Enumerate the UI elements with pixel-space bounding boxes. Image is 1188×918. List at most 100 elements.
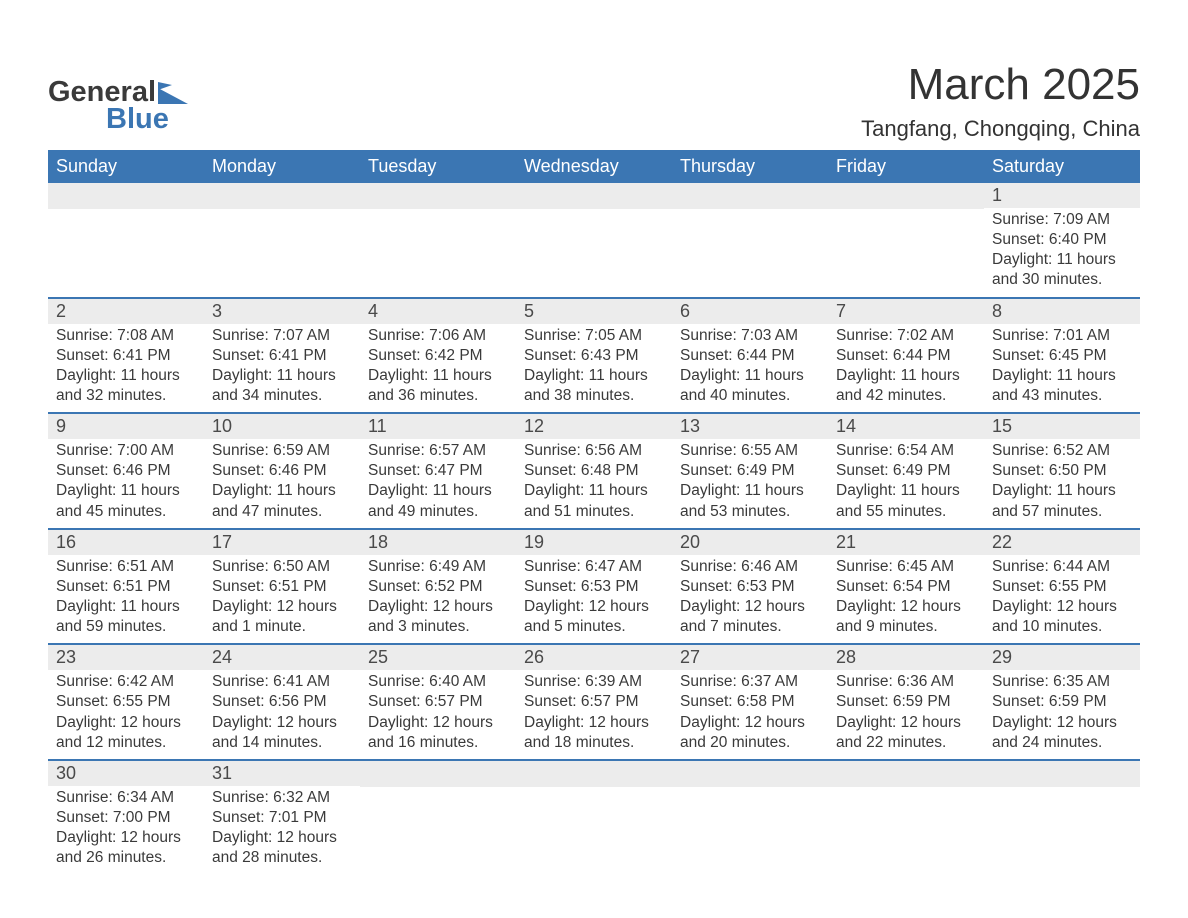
brand-text-blue: Blue (106, 103, 169, 136)
day-details: Sunrise: 7:08 AMSunset: 6:41 PMDaylight:… (48, 324, 204, 413)
day-details (672, 209, 828, 237)
calendar-week-row: 16Sunrise: 6:51 AMSunset: 6:51 PMDayligh… (48, 529, 1140, 645)
calendar-cell: 10Sunrise: 6:59 AMSunset: 6:46 PMDayligh… (204, 413, 360, 529)
day-detail-line: and 47 minutes. (212, 502, 352, 522)
day-details (828, 209, 984, 237)
day-detail-line: Sunset: 6:55 PM (992, 577, 1132, 597)
day-detail-line: Daylight: 11 hours (212, 481, 352, 501)
day-details: Sunrise: 6:45 AMSunset: 6:54 PMDaylight:… (828, 555, 984, 644)
day-detail-line: Sunset: 6:51 PM (212, 577, 352, 597)
day-number: 14 (828, 414, 984, 439)
day-number: 6 (672, 299, 828, 324)
day-detail-line: and 30 minutes. (992, 270, 1132, 290)
day-detail-line: Daylight: 11 hours (56, 366, 196, 386)
day-detail-line: Daylight: 11 hours (212, 366, 352, 386)
day-detail-line: Sunrise: 7:06 AM (368, 326, 508, 346)
day-detail-line: Sunrise: 6:59 AM (212, 441, 352, 461)
day-number: 23 (48, 645, 204, 670)
day-detail-line: Sunset: 6:44 PM (836, 346, 976, 366)
day-detail-line: and 43 minutes. (992, 386, 1132, 406)
day-number: 3 (204, 299, 360, 324)
day-number: 27 (672, 645, 828, 670)
day-detail-line: Sunrise: 6:47 AM (524, 557, 664, 577)
day-detail-line: Sunrise: 7:07 AM (212, 326, 352, 346)
day-number: 9 (48, 414, 204, 439)
day-number (672, 761, 828, 787)
day-detail-line: Daylight: 11 hours (992, 481, 1132, 501)
day-detail-line: Daylight: 12 hours (56, 713, 196, 733)
day-detail-line: and 1 minute. (212, 617, 352, 637)
day-details: Sunrise: 7:06 AMSunset: 6:42 PMDaylight:… (360, 324, 516, 413)
day-details: Sunrise: 7:05 AMSunset: 6:43 PMDaylight:… (516, 324, 672, 413)
day-number: 24 (204, 645, 360, 670)
calendar-cell: 21Sunrise: 6:45 AMSunset: 6:54 PMDayligh… (828, 529, 984, 645)
calendar-cell: 3Sunrise: 7:07 AMSunset: 6:41 PMDaylight… (204, 298, 360, 414)
day-detail-line: and 38 minutes. (524, 386, 664, 406)
day-detail-line: Daylight: 12 hours (992, 597, 1132, 617)
day-number: 16 (48, 530, 204, 555)
day-number: 28 (828, 645, 984, 670)
calendar-cell: 31Sunrise: 6:32 AMSunset: 7:01 PMDayligh… (204, 760, 360, 875)
day-detail-line: Daylight: 12 hours (524, 597, 664, 617)
day-number: 31 (204, 761, 360, 786)
day-detail-line: Sunset: 7:00 PM (56, 808, 196, 828)
day-detail-line: Sunset: 6:45 PM (992, 346, 1132, 366)
calendar-cell (672, 760, 828, 875)
day-number: 21 (828, 530, 984, 555)
day-detail-line: and 18 minutes. (524, 733, 664, 753)
calendar-cell (516, 760, 672, 875)
day-header: Friday (828, 150, 984, 183)
day-detail-line: Sunrise: 6:40 AM (368, 672, 508, 692)
day-number: 30 (48, 761, 204, 786)
brand-logo: General Blue (48, 76, 188, 136)
day-detail-line: Daylight: 11 hours (524, 366, 664, 386)
day-detail-line: and 5 minutes. (524, 617, 664, 637)
day-details: Sunrise: 6:39 AMSunset: 6:57 PMDaylight:… (516, 670, 672, 759)
day-detail-line: and 32 minutes. (56, 386, 196, 406)
day-details: Sunrise: 7:00 AMSunset: 6:46 PMDaylight:… (48, 439, 204, 528)
day-number (204, 183, 360, 209)
day-detail-line: and 22 minutes. (836, 733, 976, 753)
day-number (828, 761, 984, 787)
day-number (672, 183, 828, 209)
day-detail-line: Sunrise: 6:41 AM (212, 672, 352, 692)
calendar-cell: 8Sunrise: 7:01 AMSunset: 6:45 PMDaylight… (984, 298, 1140, 414)
day-header: Wednesday (516, 150, 672, 183)
day-details: Sunrise: 6:36 AMSunset: 6:59 PMDaylight:… (828, 670, 984, 759)
day-detail-line: Daylight: 12 hours (368, 597, 508, 617)
day-detail-line: Daylight: 12 hours (212, 597, 352, 617)
calendar-cell (828, 183, 984, 298)
day-detail-line: Sunset: 6:57 PM (368, 692, 508, 712)
day-detail-line: Daylight: 11 hours (680, 366, 820, 386)
day-number: 26 (516, 645, 672, 670)
calendar-cell: 27Sunrise: 6:37 AMSunset: 6:58 PMDayligh… (672, 644, 828, 760)
day-detail-line: and 28 minutes. (212, 848, 352, 868)
day-detail-line: Sunrise: 6:39 AM (524, 672, 664, 692)
calendar-cell: 12Sunrise: 6:56 AMSunset: 6:48 PMDayligh… (516, 413, 672, 529)
day-detail-line: Sunset: 6:44 PM (680, 346, 820, 366)
day-detail-line: Sunrise: 7:03 AM (680, 326, 820, 346)
day-number: 29 (984, 645, 1140, 670)
day-details: Sunrise: 6:51 AMSunset: 6:51 PMDaylight:… (48, 555, 204, 644)
day-details: Sunrise: 6:56 AMSunset: 6:48 PMDaylight:… (516, 439, 672, 528)
calendar-cell: 26Sunrise: 6:39 AMSunset: 6:57 PMDayligh… (516, 644, 672, 760)
day-detail-line: Daylight: 12 hours (680, 713, 820, 733)
calendar-cell: 16Sunrise: 6:51 AMSunset: 6:51 PMDayligh… (48, 529, 204, 645)
day-detail-line: and 51 minutes. (524, 502, 664, 522)
day-detail-line: Daylight: 12 hours (212, 828, 352, 848)
day-detail-line: Sunrise: 7:00 AM (56, 441, 196, 461)
day-detail-line: Daylight: 11 hours (836, 481, 976, 501)
day-details (360, 209, 516, 237)
day-detail-line: Sunset: 6:43 PM (524, 346, 664, 366)
day-detail-line: Sunrise: 6:56 AM (524, 441, 664, 461)
day-header: Saturday (984, 150, 1140, 183)
calendar-cell: 14Sunrise: 6:54 AMSunset: 6:49 PMDayligh… (828, 413, 984, 529)
day-detail-line: Daylight: 11 hours (56, 481, 196, 501)
day-number: 1 (984, 183, 1140, 208)
day-details (516, 209, 672, 237)
calendar-cell: 28Sunrise: 6:36 AMSunset: 6:59 PMDayligh… (828, 644, 984, 760)
calendar-cell: 7Sunrise: 7:02 AMSunset: 6:44 PMDaylight… (828, 298, 984, 414)
calendar-header-row: SundayMondayTuesdayWednesdayThursdayFrid… (48, 150, 1140, 183)
day-number (828, 183, 984, 209)
day-details: Sunrise: 7:07 AMSunset: 6:41 PMDaylight:… (204, 324, 360, 413)
